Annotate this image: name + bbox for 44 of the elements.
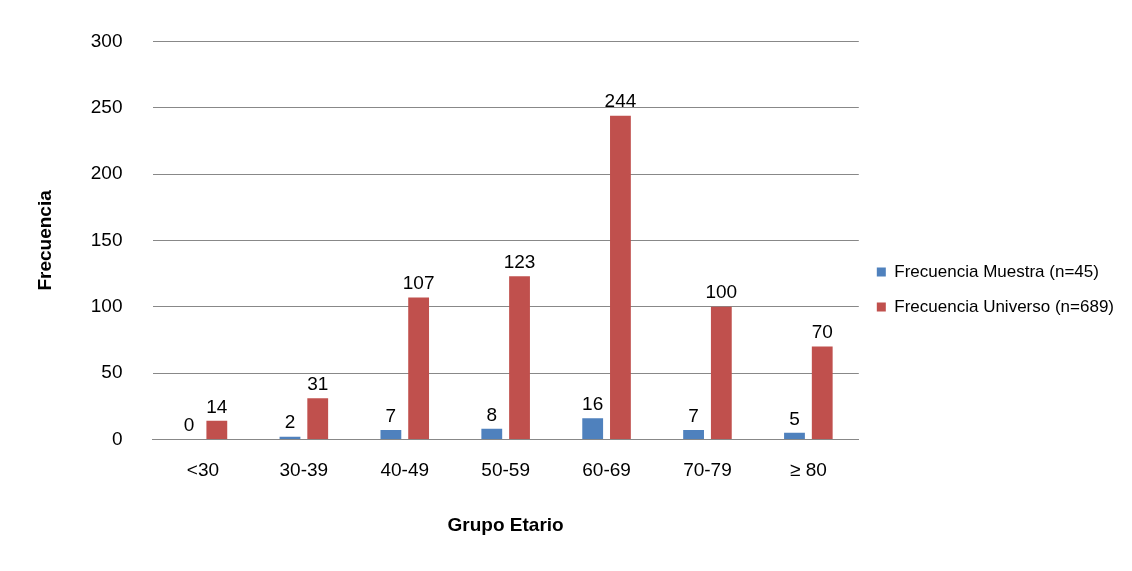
y-tick-label: 200: [90, 162, 123, 184]
data-label: 70: [811, 321, 833, 343]
bar: [408, 297, 430, 439]
bar: [206, 420, 228, 439]
x-axis-title: Grupo Etario: [447, 513, 564, 535]
data-label: 8: [486, 403, 498, 425]
data-label: 5: [789, 407, 800, 429]
x-tick-label: 70-79: [683, 459, 732, 481]
legend-label: Frecuencia Muestra (n=45): [894, 261, 1099, 281]
bar: [481, 428, 503, 439]
bar: [784, 432, 805, 439]
y-axis-title: Frecuencia: [33, 189, 55, 291]
bar: [582, 418, 604, 439]
data-label: 14: [206, 395, 228, 417]
y-tick-label: 100: [90, 294, 123, 316]
data-label: 31: [307, 373, 329, 395]
x-tick-label: <30: [186, 459, 220, 481]
data-label: 100: [705, 281, 738, 303]
bar: [811, 346, 833, 439]
data-label: 16: [582, 392, 604, 414]
y-tick-label: 150: [90, 228, 123, 250]
y-tick-label: 50: [101, 361, 123, 383]
y-tick-label: 0: [111, 427, 123, 449]
legend-label: Frecuencia Universo (n=689): [894, 296, 1115, 316]
bar: [610, 115, 631, 439]
bar: [710, 306, 732, 439]
y-tick-label: 250: [90, 95, 123, 117]
data-label: 123: [503, 250, 536, 272]
x-tick-label: 60-69: [582, 459, 631, 481]
y-tick-label: 300: [90, 29, 123, 51]
bar: [509, 276, 530, 439]
x-tick-label: 50-59: [481, 459, 530, 481]
x-tick-label: 30-39: [279, 459, 329, 481]
x-tick-label: 40-49: [380, 459, 430, 481]
bar: [380, 430, 402, 439]
bar: [683, 430, 704, 439]
bar: [307, 398, 329, 439]
data-label: 7: [688, 404, 699, 426]
data-label: 7: [385, 404, 397, 426]
data-label: 244: [604, 90, 637, 112]
data-label: 0: [183, 414, 195, 436]
x-tick-label: ≥ 80: [789, 459, 827, 481]
data-label: 2: [284, 411, 296, 433]
data-label: 107: [402, 272, 435, 294]
